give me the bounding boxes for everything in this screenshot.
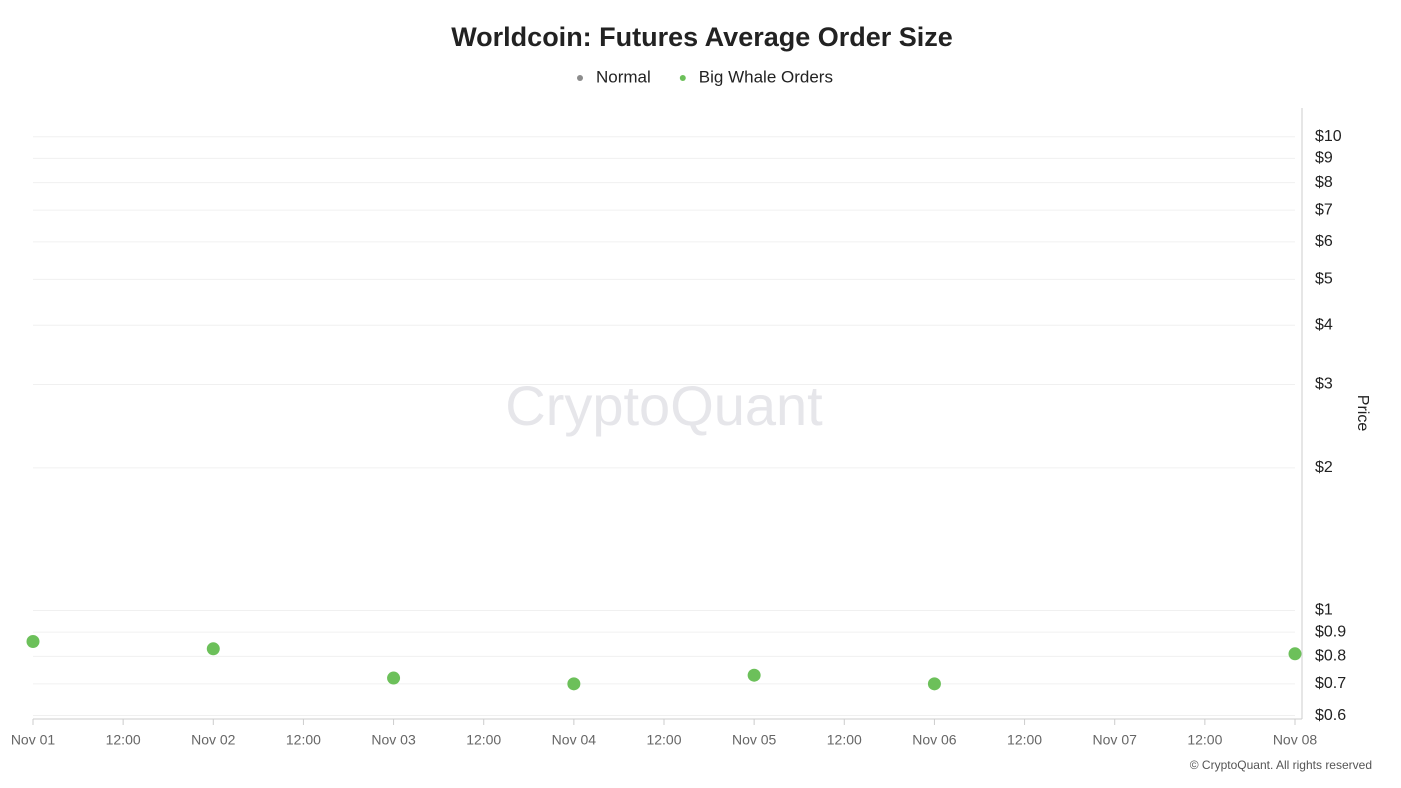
x-tick-label: Nov 03 — [371, 732, 416, 748]
y-tick-label: $5 — [1315, 271, 1333, 288]
legend-marker — [679, 75, 686, 81]
x-tick-label: 12:00 — [106, 732, 141, 748]
data-point — [1288, 647, 1302, 661]
x-tick-label: Nov 05 — [732, 732, 777, 748]
y-tick-label: $0.6 — [1315, 707, 1346, 724]
data-point — [26, 634, 40, 648]
watermark: CryptoQuant — [505, 374, 823, 437]
x-tick-label: Nov 04 — [552, 732, 597, 748]
y-tick-label: $1 — [1315, 602, 1333, 619]
y-tick-label: $3 — [1315, 376, 1333, 393]
y-tick-label: $4 — [1315, 316, 1333, 333]
y-tick-label: $10 — [1315, 128, 1342, 145]
data-point — [387, 671, 401, 685]
x-tick-label: 12:00 — [827, 732, 862, 748]
y-tick-label: $2 — [1315, 459, 1333, 476]
y-tick-label: $8 — [1315, 174, 1333, 191]
y-tick-label: $7 — [1315, 201, 1333, 218]
data-point — [747, 668, 761, 682]
credit: © CryptoQuant. All rights reserved — [1190, 758, 1372, 772]
y-axis-label: Price — [1354, 395, 1371, 432]
x-tick-label: Nov 07 — [1093, 732, 1138, 748]
x-tick-label: 12:00 — [466, 732, 501, 748]
y-tick-label: $6 — [1315, 233, 1333, 250]
x-tick-label: Nov 06 — [912, 732, 957, 748]
y-tick-label: $0.8 — [1315, 648, 1346, 665]
legend-label: Big Whale Orders — [699, 67, 833, 86]
x-tick-label: 12:00 — [1007, 732, 1042, 748]
y-tick-label: $9 — [1315, 150, 1333, 167]
y-tick-label: $0.9 — [1315, 623, 1346, 640]
x-tick-label: Nov 02 — [191, 732, 236, 748]
y-tick-label: $0.7 — [1315, 675, 1346, 692]
x-tick-label: 12:00 — [646, 732, 681, 748]
x-tick-label: Nov 08 — [1273, 732, 1318, 748]
x-tick-label: Nov 01 — [11, 732, 56, 748]
legend-label: Normal — [596, 67, 651, 86]
data-point — [206, 642, 220, 656]
data-point — [567, 677, 581, 691]
x-tick-label: 12:00 — [1187, 732, 1222, 748]
chart-title: Worldcoin: Futures Average Order Size — [451, 22, 953, 52]
x-tick-label: 12:00 — [286, 732, 321, 748]
legend-marker — [577, 75, 583, 81]
data-point — [927, 677, 941, 691]
